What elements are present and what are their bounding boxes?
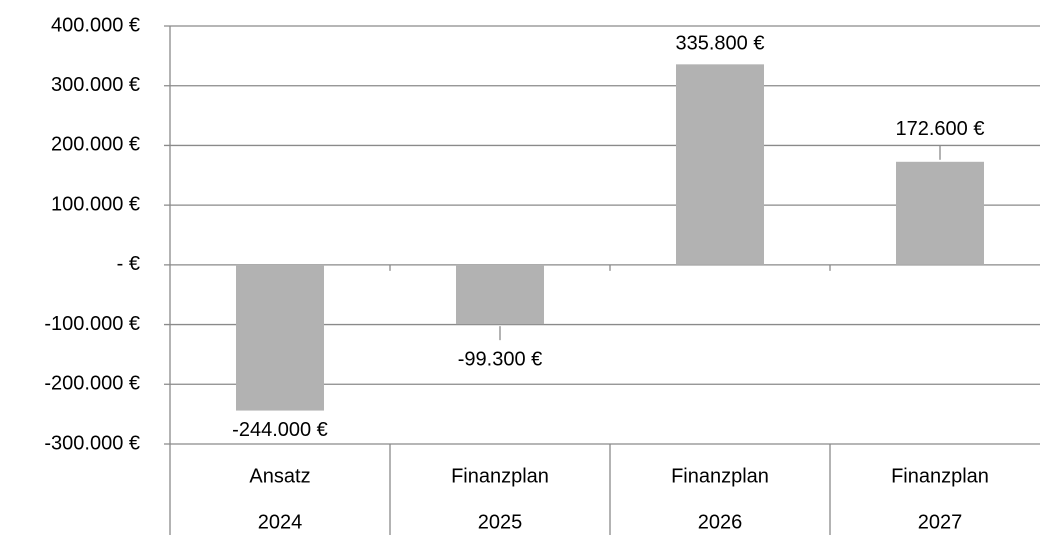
data-label: -99.300 € [458,348,543,370]
x-tick-label: 2027 [918,511,963,533]
y-tick-label: 200.000 € [51,134,140,156]
data-label: -244.000 € [232,419,328,441]
y-tick-label: 100.000 € [51,193,140,215]
x-tick-label: Finanzplan [451,465,549,487]
x-tick-label: 2024 [258,511,303,533]
bar [896,161,984,265]
bar [456,264,544,325]
y-tick-label: -100.000 € [44,313,140,335]
x-tick-label: Finanzplan [671,465,769,487]
x-tick-label: 2026 [698,511,743,533]
bar [676,64,764,265]
bar [236,264,324,411]
x-tick-label: 2025 [478,511,523,533]
y-tick-label: 300.000 € [51,74,140,96]
y-tick-label: 400.000 € [51,14,140,36]
data-label: 172.600 € [896,118,985,140]
x-tick-label: Ansatz [249,465,310,487]
y-tick-label: -300.000 € [44,432,140,454]
y-tick-label: - € [117,253,140,275]
x-tick-label: Finanzplan [891,465,989,487]
data-label: 335.800 € [676,33,765,55]
y-tick-label: -200.000 € [44,373,140,395]
